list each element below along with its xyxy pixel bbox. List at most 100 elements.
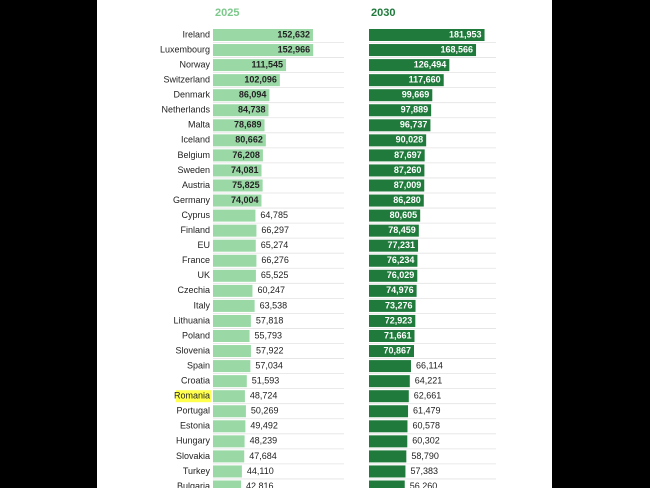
value-label: 102,096 bbox=[244, 75, 277, 85]
value-label: 87,697 bbox=[394, 150, 422, 160]
value-label: 97,889 bbox=[401, 105, 429, 115]
bar bbox=[213, 435, 245, 448]
bar bbox=[213, 89, 270, 102]
value-label: 56,260 bbox=[410, 481, 438, 488]
bar bbox=[213, 330, 250, 342]
bar bbox=[213, 179, 263, 192]
bar bbox=[369, 74, 444, 87]
bar bbox=[213, 44, 314, 57]
bar bbox=[213, 119, 265, 132]
category-label: UK bbox=[197, 270, 210, 280]
bar bbox=[213, 254, 257, 267]
value-label: 74,004 bbox=[231, 195, 259, 205]
value-label: 74,081 bbox=[231, 165, 259, 175]
category-label: Malta bbox=[188, 120, 210, 130]
category-label: Luxembourg bbox=[160, 44, 210, 54]
bar bbox=[369, 224, 419, 237]
category-label: Belgium bbox=[177, 150, 210, 160]
value-label: 99,669 bbox=[402, 90, 430, 100]
category-label: Denmark bbox=[173, 90, 210, 100]
value-label: 63,538 bbox=[260, 300, 288, 310]
bar bbox=[213, 239, 256, 252]
value-label: 74,976 bbox=[386, 285, 414, 295]
bar bbox=[213, 465, 242, 478]
bar bbox=[369, 164, 425, 177]
value-label: 70,867 bbox=[383, 345, 411, 355]
value-label: 66,297 bbox=[261, 225, 289, 235]
value-label: 77,231 bbox=[388, 240, 416, 250]
bar bbox=[213, 480, 242, 488]
value-label: 48,239 bbox=[250, 436, 278, 446]
bar bbox=[213, 299, 255, 312]
value-label: 66,114 bbox=[416, 360, 443, 370]
value-label: 60,578 bbox=[412, 421, 440, 431]
category-label: Austria bbox=[182, 180, 210, 190]
value-label: 61,479 bbox=[413, 406, 441, 416]
bar bbox=[213, 450, 245, 463]
value-label: 168,566 bbox=[440, 44, 473, 54]
category-label: Lithuania bbox=[173, 315, 210, 325]
bar bbox=[369, 89, 433, 102]
category-label: Switzerland bbox=[163, 75, 210, 85]
series-header: 2025 bbox=[215, 7, 239, 19]
value-label: 47,684 bbox=[249, 451, 277, 461]
bar bbox=[213, 345, 251, 358]
value-label: 96,737 bbox=[400, 120, 428, 130]
category-label: Bulgaria bbox=[177, 481, 210, 488]
category-label: Germany bbox=[173, 195, 211, 205]
value-label: 57,922 bbox=[256, 345, 284, 355]
category-label: Croatia bbox=[181, 376, 210, 386]
category-label: Iceland bbox=[181, 135, 210, 145]
bar bbox=[369, 480, 405, 488]
value-label: 49,492 bbox=[250, 421, 278, 431]
bar bbox=[369, 465, 406, 478]
value-label: 51,593 bbox=[252, 376, 280, 386]
bar bbox=[213, 314, 251, 327]
bar bbox=[369, 149, 425, 162]
bar bbox=[369, 330, 415, 342]
value-label: 64,221 bbox=[415, 376, 443, 386]
bar bbox=[213, 149, 263, 162]
value-label: 80,662 bbox=[235, 135, 263, 145]
value-label: 50,269 bbox=[251, 406, 279, 416]
bar bbox=[213, 209, 256, 222]
category-label: Italy bbox=[193, 300, 210, 310]
bar bbox=[213, 104, 269, 117]
bar bbox=[369, 269, 418, 282]
value-label: 55,793 bbox=[255, 330, 283, 340]
value-label: 75,825 bbox=[232, 180, 260, 190]
category-label: Ireland bbox=[182, 29, 210, 39]
bar bbox=[369, 390, 409, 403]
bar bbox=[369, 435, 408, 448]
value-label: 78,689 bbox=[234, 120, 262, 130]
series-header: 2030 bbox=[371, 7, 395, 19]
bar bbox=[213, 134, 266, 147]
bar bbox=[369, 254, 418, 267]
value-label: 57,818 bbox=[256, 315, 284, 325]
category-label: Portugal bbox=[176, 406, 210, 416]
bar bbox=[369, 420, 408, 433]
bar bbox=[369, 29, 485, 41]
bar bbox=[213, 375, 247, 388]
value-label: 57,034 bbox=[255, 360, 283, 370]
value-label: 87,009 bbox=[394, 180, 422, 190]
bar bbox=[213, 420, 246, 433]
category-label: Sweden bbox=[177, 165, 210, 175]
value-label: 126,494 bbox=[414, 59, 447, 69]
value-label: 62,661 bbox=[414, 391, 442, 401]
category-label: Poland bbox=[182, 330, 210, 340]
bar bbox=[213, 194, 262, 207]
value-label: 76,234 bbox=[387, 255, 415, 265]
highlight bbox=[176, 390, 211, 403]
bar bbox=[369, 104, 432, 117]
bar bbox=[369, 299, 416, 312]
value-label: 90,028 bbox=[396, 135, 424, 145]
value-label: 111,545 bbox=[252, 59, 284, 69]
category-label: Finland bbox=[180, 225, 210, 235]
bar bbox=[369, 345, 415, 358]
category-label: France bbox=[182, 255, 210, 265]
bar bbox=[369, 284, 417, 297]
category-label: Netherlands bbox=[161, 105, 210, 115]
category-label: Estonia bbox=[180, 421, 210, 431]
bar bbox=[369, 194, 424, 207]
